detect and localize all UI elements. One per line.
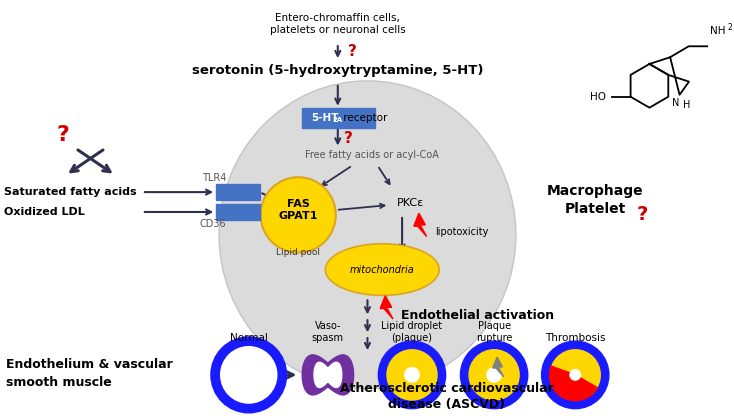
Text: 2A: 2A: [333, 117, 343, 123]
Text: Lipid droplet
(plaque): Lipid droplet (plaque): [382, 322, 443, 343]
Text: Macrophage
Platelet: Macrophage Platelet: [547, 184, 643, 216]
Circle shape: [570, 369, 581, 381]
Text: Entero-chromaffin cells,
platelets or neuronal cells: Entero-chromaffin cells, platelets or ne…: [270, 13, 406, 35]
FancyBboxPatch shape: [216, 184, 260, 200]
Ellipse shape: [325, 244, 439, 295]
Circle shape: [460, 341, 528, 409]
Wedge shape: [550, 366, 597, 401]
Polygon shape: [414, 213, 426, 237]
Text: ?: ?: [344, 131, 352, 146]
Polygon shape: [493, 357, 504, 377]
Text: N: N: [672, 98, 679, 108]
Text: Vaso-
spasm: Vaso- spasm: [312, 322, 344, 343]
Circle shape: [261, 177, 336, 253]
Text: NH: NH: [710, 26, 726, 36]
Text: ?: ?: [348, 44, 357, 59]
Circle shape: [486, 367, 502, 383]
Polygon shape: [380, 296, 393, 319]
Text: lipotoxicity: lipotoxicity: [435, 227, 488, 237]
Text: CD36: CD36: [200, 219, 226, 229]
Text: Saturated fatty acids: Saturated fatty acids: [4, 187, 137, 197]
FancyBboxPatch shape: [302, 108, 375, 128]
Text: FAS
GPAT1: FAS GPAT1: [278, 199, 318, 221]
Text: Thrombosis: Thrombosis: [545, 333, 606, 343]
Text: Plaque
rupture: Plaque rupture: [476, 322, 512, 343]
Text: mitochondria: mitochondria: [350, 265, 415, 275]
Text: Oxidized LDL: Oxidized LDL: [4, 207, 85, 217]
Text: Free fatty acids or acyl-CoA: Free fatty acids or acyl-CoA: [305, 151, 440, 161]
Circle shape: [386, 349, 437, 401]
Circle shape: [550, 349, 601, 401]
Text: 2: 2: [728, 23, 733, 32]
Text: PKCε: PKCε: [397, 198, 424, 208]
Text: Endothelial activation: Endothelial activation: [401, 309, 554, 322]
Text: Lipid pool: Lipid pool: [276, 248, 320, 257]
FancyBboxPatch shape: [216, 204, 260, 220]
Text: ?: ?: [637, 206, 648, 225]
Polygon shape: [302, 355, 354, 395]
Circle shape: [378, 341, 446, 409]
Text: Normal: Normal: [230, 333, 268, 343]
Text: TLR4: TLR4: [202, 173, 226, 183]
Text: receptor: receptor: [340, 113, 387, 123]
Circle shape: [468, 349, 520, 401]
Circle shape: [215, 341, 283, 409]
Circle shape: [404, 367, 420, 383]
Text: Atherosclerotic cardiovascular
disease (ASCVD): Atherosclerotic cardiovascular disease (…: [340, 381, 553, 411]
Text: ?: ?: [57, 126, 69, 146]
Text: H: H: [683, 100, 690, 110]
Ellipse shape: [219, 81, 516, 389]
Circle shape: [542, 341, 609, 409]
Polygon shape: [314, 362, 342, 387]
Text: 5-HT: 5-HT: [311, 113, 338, 123]
Text: serotonin (5-hydroxytryptamine, 5-HT): serotonin (5-hydroxytryptamine, 5-HT): [192, 64, 484, 77]
Text: Endothelium & vascular
smooth muscle: Endothelium & vascular smooth muscle: [7, 359, 173, 389]
Text: HO: HO: [590, 92, 606, 102]
